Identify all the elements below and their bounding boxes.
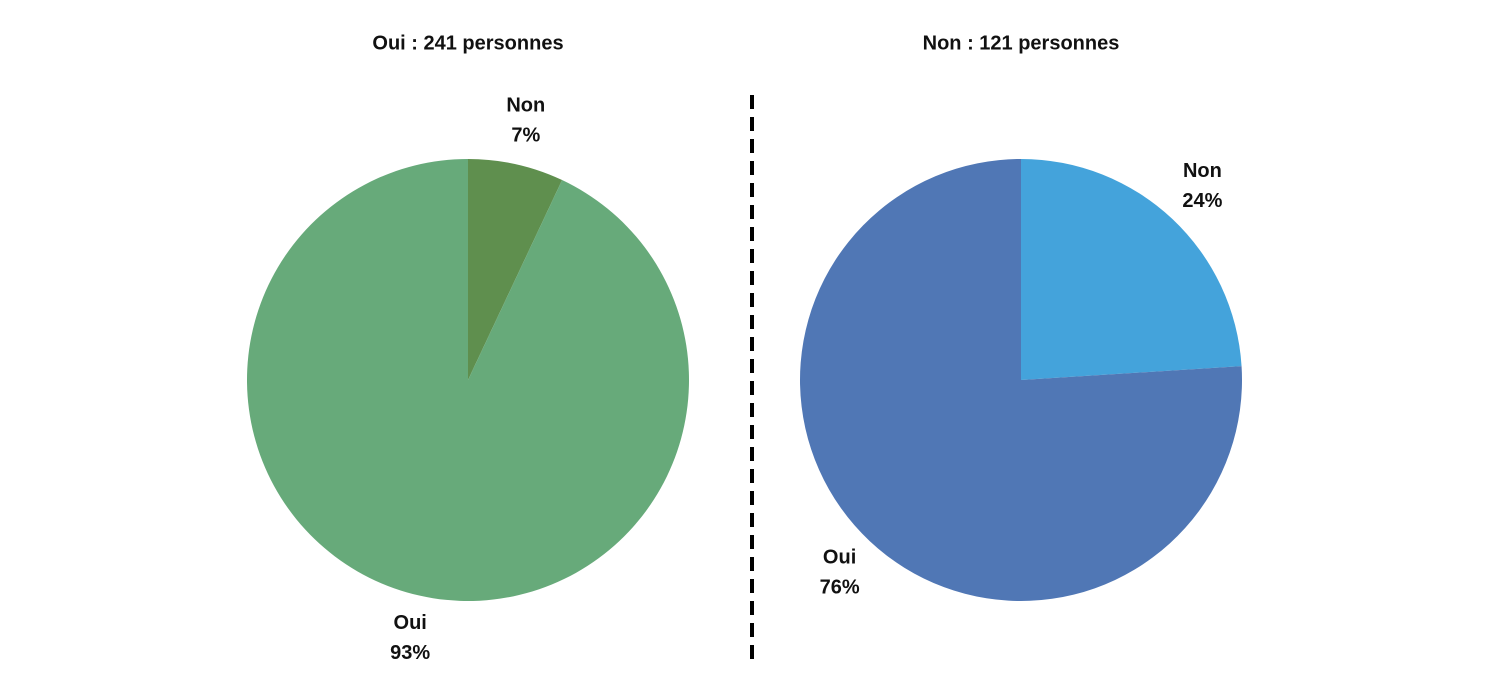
slice-label: Oui — [823, 546, 856, 568]
value-label: 93% — [390, 642, 430, 664]
chart-title: Non : 121 personnes — [923, 32, 1120, 54]
value-label: 24% — [1182, 190, 1222, 212]
value-label: 7% — [511, 125, 540, 147]
slice-label: Oui — [394, 612, 427, 634]
value-label: 76% — [820, 576, 860, 598]
slice-label: Non — [1183, 160, 1222, 182]
pie-slice — [800, 159, 1243, 601]
pie-slice — [1021, 159, 1242, 380]
pie-slice — [468, 159, 563, 380]
slice-label: Non — [506, 95, 545, 117]
pie-slice — [247, 159, 690, 602]
chart-title: Oui : 241 personnes — [372, 32, 563, 54]
